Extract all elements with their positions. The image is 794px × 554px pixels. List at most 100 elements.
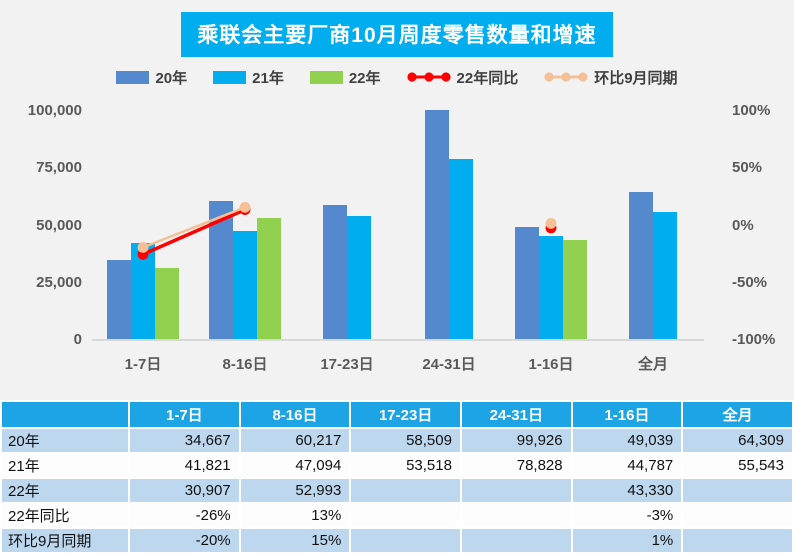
- left-axis-tick: 0: [73, 331, 82, 348]
- table-header-cell: 1-16日: [570, 400, 684, 429]
- chart-title: 乘联会主要厂商10月周度零售数量和增速: [181, 12, 613, 57]
- table-header-row: 1-7日 8-16日 17-23日 24-31日 1-16日 全月: [0, 400, 794, 429]
- table-cell: [349, 477, 462, 504]
- x-axis-label: 1-7日: [124, 356, 162, 373]
- right-axis: -100% -50% 0% 50% 100%: [704, 102, 794, 348]
- table-cell: [681, 527, 794, 554]
- bar-20年: [425, 110, 449, 339]
- left-axis-tick: 100,000: [27, 102, 82, 119]
- legend-label: 20年: [155, 69, 188, 87]
- table-cell: -3%: [570, 502, 684, 529]
- bar-group: [398, 110, 500, 339]
- table-cell: 1%: [570, 527, 684, 554]
- table-row: 22年同比 -26% 13% -3%: [0, 502, 794, 529]
- row-label: 21年: [0, 452, 130, 479]
- row-label: 22年: [0, 477, 130, 504]
- right-axis-tick: 50%: [732, 159, 763, 177]
- table-header-cell: [0, 400, 130, 429]
- right-axis-tick: -100%: [732, 331, 776, 348]
- bar-22年: [563, 239, 587, 339]
- bar-20年: [323, 205, 347, 339]
- line-series-环比9月同期: [142, 206, 246, 249]
- legend-bar-swatch: [213, 70, 247, 84]
- data-table-wrap: 1-7日 8-16日 17-23日 24-31日 1-16日 全月 20年 34,667 60…: [0, 400, 794, 554]
- legend-item: 21年: [213, 67, 284, 88]
- title-bar: 乘联会主要厂商10月周度零售数量和增速: [0, 12, 794, 57]
- table-cell: [349, 502, 462, 529]
- legend: 20年 21年 22年 22年同比 环比9月同期: [0, 66, 794, 88]
- bar-21年: [233, 231, 257, 339]
- table-cell: 49,039: [570, 427, 684, 454]
- x-axis-label: 8-16日: [222, 356, 268, 373]
- table-body: 20年 34,667 60,217 58,509 99,926 49,039 64,309 2…: [0, 427, 794, 554]
- table-cell: 15%: [238, 527, 352, 554]
- bar-21年: [449, 158, 473, 339]
- bar-21年: [347, 216, 371, 339]
- legend-line-swatch: [544, 72, 588, 82]
- table-cell: 52,993: [238, 477, 352, 504]
- table-cell: -20%: [128, 527, 241, 554]
- line-marker: [578, 72, 588, 82]
- bar-group: [602, 191, 704, 339]
- right-axis-tick: 0%: [732, 216, 754, 234]
- line-marker: [561, 72, 571, 82]
- bar-21年: [539, 236, 563, 339]
- left-axis: 0 25,000 50,000 75,000 100,000: [0, 102, 92, 348]
- table-cell: [681, 502, 794, 529]
- legend-item: 22年同比: [406, 67, 518, 88]
- line-marker: [440, 72, 451, 82]
- table-cell: 13%: [238, 502, 352, 529]
- bar-22年: [155, 268, 179, 339]
- x-axis-label: 24-31日: [422, 356, 476, 373]
- bar-21年: [653, 211, 677, 339]
- table-cell: 30,907: [128, 477, 241, 504]
- table-cell: 43,330: [570, 477, 684, 504]
- legend-item: 环比9月同期: [544, 67, 678, 88]
- legend-label: 环比9月同期: [594, 69, 678, 87]
- table-cell: [349, 527, 462, 554]
- plot-area: [92, 110, 704, 341]
- row-label: 22年同比: [0, 502, 130, 529]
- table-header-cell: 17-23日: [349, 400, 462, 429]
- table-cell: [681, 477, 794, 504]
- legend-item: 22年: [309, 67, 381, 88]
- right-axis-tick: 100%: [732, 102, 771, 119]
- bar-20年: [515, 226, 539, 339]
- chart: 0 25,000 50,000 75,000 100,000 -100% -50% 0% 50…: [0, 102, 794, 348]
- bar-20年: [107, 259, 131, 339]
- legend-item: 20年: [116, 67, 187, 88]
- bar-20年: [629, 191, 653, 339]
- line-overlay: [137, 201, 557, 260]
- x-axis-label: 17-23日: [320, 356, 374, 373]
- table-cell: [459, 477, 573, 504]
- x-axis-label: 1-16日: [528, 356, 574, 373]
- bar-22年: [257, 217, 281, 339]
- table-cell: 58,509: [349, 427, 462, 454]
- table-cell: 53,518: [349, 452, 462, 479]
- table-header-cell: 8-16日: [238, 400, 352, 429]
- table-cell: -26%: [128, 502, 241, 529]
- legend-label: 22年: [348, 69, 381, 87]
- table-row: 21年 41,821 47,094 53,518 78,828 44,787 55,543: [0, 452, 794, 479]
- x-axis-labels: 1-7日 8-16日 17-23日 24-31日 1-16日 全月: [92, 353, 704, 374]
- row-label: 环比9月同期: [0, 527, 130, 554]
- table-row: 环比9月同期 -20% 15% 1%: [0, 527, 794, 554]
- legend-line-swatch: [406, 72, 451, 82]
- left-axis-tick: 75,000: [36, 159, 82, 177]
- table-cell: 55,543: [681, 452, 794, 479]
- bar-group: [296, 205, 398, 339]
- left-axis-tick: 25,000: [36, 273, 82, 291]
- x-axis-label: 全月: [637, 356, 668, 373]
- data-point-环比9月同期: [239, 201, 251, 213]
- right-axis-tick: -50%: [732, 273, 768, 291]
- table-header-cell: 24-31日: [459, 400, 573, 429]
- data-point-环比9月同期: [545, 218, 557, 229]
- table-cell: 41,821: [128, 452, 241, 479]
- table-head: 1-7日 8-16日 17-23日 24-31日 1-16日 全月: [0, 400, 794, 429]
- table-cell: 47,094: [238, 452, 352, 479]
- table-cell: 99,926: [459, 427, 573, 454]
- table-header-cell: 1-7日: [128, 400, 241, 429]
- line-marker: [544, 72, 554, 82]
- table-header-cell: 全月: [681, 400, 794, 429]
- legend-bar-swatch: [116, 70, 150, 84]
